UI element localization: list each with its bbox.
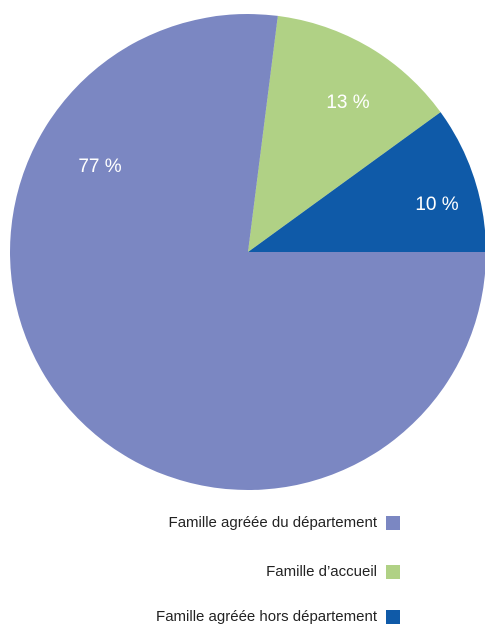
pie-slice (10, 14, 485, 490)
pie-slice (248, 112, 485, 252)
legend-label: Famille agréée du département (169, 514, 378, 531)
legend-swatch (386, 565, 400, 579)
data-label: 13 % (326, 92, 369, 113)
legend-label: Famille d’accueil (266, 563, 377, 580)
legend-swatch (386, 610, 400, 624)
legend-swatch (386, 516, 400, 530)
legend-label: Famille agréée hors département (156, 608, 378, 625)
data-label: 77 % (78, 156, 121, 177)
data-label: 10 % (415, 194, 458, 215)
pie-slice (248, 15, 441, 252)
